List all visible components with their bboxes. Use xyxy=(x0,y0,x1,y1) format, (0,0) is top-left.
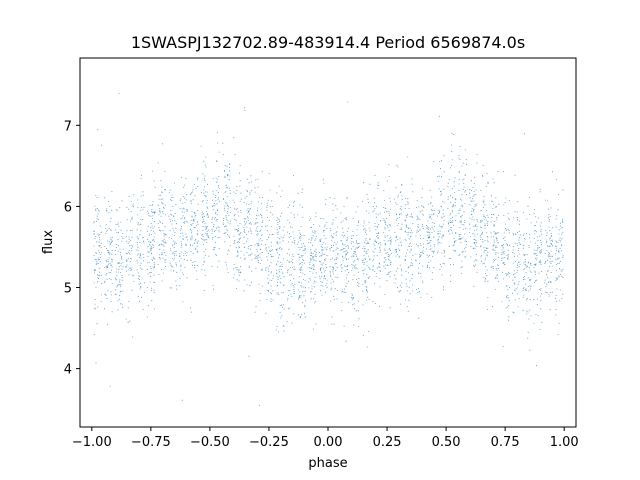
y-axis: 4 5 6 7 xyxy=(64,119,80,378)
x-tick-label: −0.75 xyxy=(131,435,171,450)
y-axis-label: flux xyxy=(41,230,56,254)
y-tick-label: 5 xyxy=(64,282,72,297)
data-point-cloud xyxy=(93,93,564,406)
x-tick-label: −0.25 xyxy=(249,435,289,450)
x-axis-label: phase xyxy=(308,456,347,471)
x-tick-label: 0.25 xyxy=(373,435,402,450)
x-tick-label: −0.50 xyxy=(190,435,230,450)
x-tick-label: −1.00 xyxy=(72,435,112,450)
x-tick-label: 0.00 xyxy=(314,435,343,450)
y-tick-label: 7 xyxy=(64,119,72,134)
x-axis: −1.00 −0.75 −0.50 −0.25 0.00 0.25 0.50 0.75 1.00 xyxy=(72,427,579,450)
x-tick-label: 1.00 xyxy=(550,435,579,450)
chart-title: 1SWASPJ132702.89-483914.4 Period 6569874… xyxy=(131,33,525,52)
y-tick-label: 4 xyxy=(64,363,72,378)
data-points xyxy=(93,93,564,406)
x-tick-label: 0.75 xyxy=(491,435,520,450)
x-tick-label: 0.50 xyxy=(432,435,461,450)
y-tick-label: 6 xyxy=(64,200,72,215)
